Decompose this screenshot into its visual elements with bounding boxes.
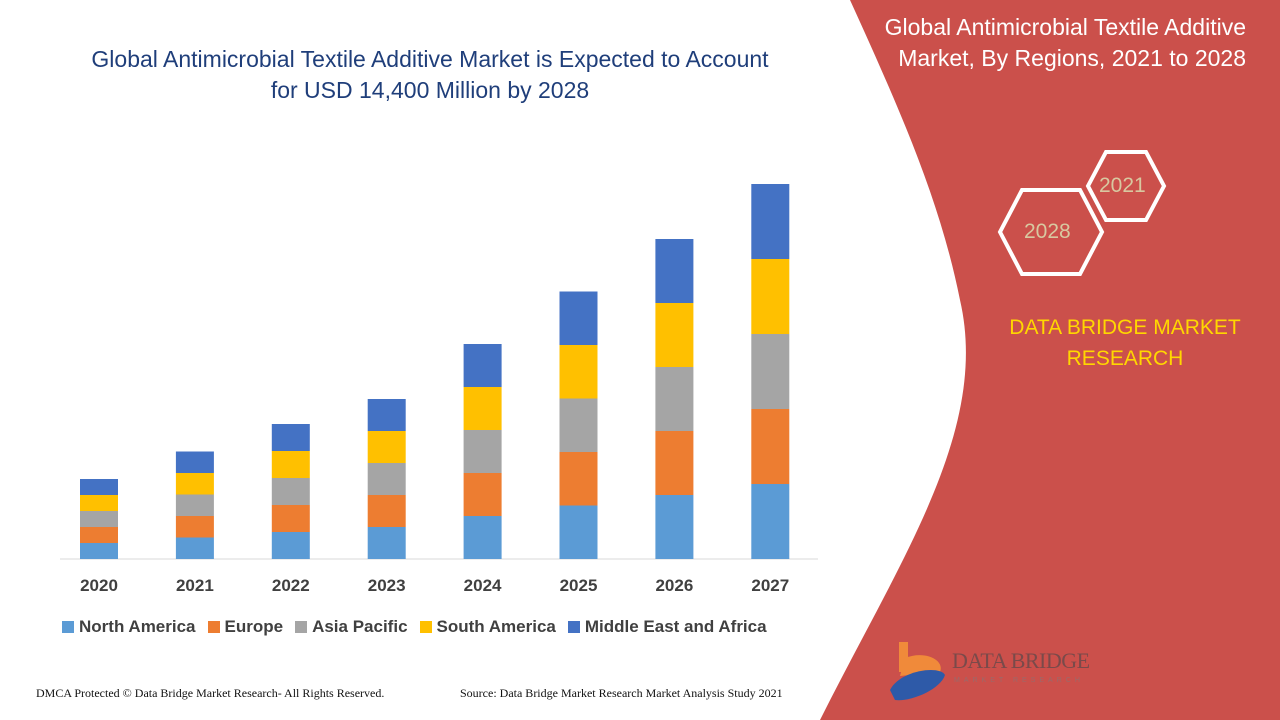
bar-segment-2020-1 — [80, 527, 118, 543]
bar-segment-2024-4 — [463, 344, 502, 387]
x-tick-label: 2025 — [559, 576, 598, 595]
legend-item: Middle East and Africa — [567, 617, 767, 637]
legend-item: Asia Pacific — [295, 617, 408, 637]
bar-segment-2024-1 — [463, 473, 502, 516]
x-tick-label: 2024 — [463, 576, 502, 595]
logo-subtext: MARKET RESEARCH — [954, 677, 1084, 684]
bar-segment-2026-3 — [655, 303, 694, 367]
legend-swatch — [62, 621, 74, 633]
brand-name: DATA BRIDGE MARKET RESEARCH — [1009, 316, 1241, 370]
bar-segment-2024-2 — [463, 430, 502, 473]
bar-segment-2021-1 — [175, 516, 214, 538]
bar-segment-2026-0 — [655, 495, 694, 559]
bar-segment-2027-0 — [751, 484, 790, 559]
legend-swatch — [567, 621, 580, 633]
bar-segment-2022-0 — [271, 532, 310, 559]
legend-label: South America — [436, 617, 556, 636]
x-tick-label: 2021 — [175, 576, 214, 595]
bar-segment-2020-3 — [80, 495, 118, 511]
hexagon-2021 — [1085, 150, 1167, 222]
x-tick-label: 2020 — [80, 576, 118, 595]
legend-label: Middle East and Africa — [584, 617, 767, 636]
hex-label-2021: 2021 — [1099, 174, 1146, 197]
bar-segment-2020-2 — [80, 511, 118, 527]
logo-icon — [890, 642, 945, 701]
bar-segment-2021-3 — [175, 473, 214, 495]
bar-segment-2022-4 — [271, 424, 310, 451]
bar-segment-2024-0 — [463, 516, 502, 559]
legend: North America Europe Asia Pacific South … — [62, 617, 767, 637]
bar-segment-2022-3 — [271, 451, 310, 478]
bar-segment-2022-1 — [271, 505, 310, 532]
hex-label-2028: 2028 — [1024, 220, 1071, 243]
bar-segment-2022-2 — [271, 478, 310, 505]
x-tick-label: 2027 — [751, 576, 790, 595]
bar-segment-2026-2 — [655, 367, 694, 431]
bar-segment-2021-0 — [175, 537, 214, 559]
bar-segment-2021-2 — [175, 494, 214, 516]
legend-label: Europe — [224, 617, 284, 636]
legend-item: North America — [62, 617, 196, 637]
bar-segment-2026-1 — [655, 431, 694, 495]
legend-swatch — [207, 621, 220, 633]
bar-segment-2020-4 — [80, 479, 118, 495]
bar-segment-2025-2 — [559, 398, 598, 452]
legend-label: North America — [79, 617, 196, 636]
bar-segment-2023-0 — [367, 527, 406, 559]
legend-label: Asia Pacific — [312, 617, 408, 636]
bar-segment-2024-3 — [463, 387, 502, 430]
x-tick-label: 2026 — [655, 576, 694, 595]
logo-text: DATA BRIDGE — [952, 648, 1090, 673]
legend-swatch — [419, 621, 432, 633]
bar-segment-2027-4 — [751, 184, 790, 259]
bar-segment-2025-4 — [559, 291, 598, 345]
side-panel-title: Global Antimicrobial Textile Additive Ma… — [884, 14, 1246, 71]
side-panel — [820, 0, 1280, 720]
bar-segment-2021-4 — [175, 451, 214, 473]
legend-item: Europe — [207, 617, 284, 637]
chart-title: Global Antimicrobial Textile Additive Ma… — [91, 46, 769, 103]
footer-source: Source: Data Bridge Market Research Mark… — [460, 686, 783, 700]
footer-copyright: DMCA Protected © Data Bridge Market Rese… — [36, 686, 385, 700]
bar-segment-2027-3 — [751, 259, 790, 334]
bars-group — [80, 184, 790, 559]
bar-segment-2023-4 — [367, 399, 406, 431]
bar-segment-2025-0 — [559, 505, 598, 559]
x-tick-label: 2022 — [271, 576, 310, 595]
bar-segment-2025-1 — [559, 452, 598, 506]
bar-segment-2023-3 — [367, 431, 406, 463]
bar-segment-2027-1 — [751, 409, 790, 484]
legend-item: South America — [419, 617, 556, 637]
bar-segment-2020-0 — [80, 543, 118, 559]
x-tick-label: 2023 — [367, 576, 406, 595]
legend-swatch — [295, 621, 308, 633]
bar-segment-2023-2 — [367, 463, 406, 495]
bar-segment-2027-2 — [751, 334, 790, 409]
bar-segment-2023-1 — [367, 495, 406, 527]
bar-segment-2025-3 — [559, 345, 598, 399]
bar-segment-2026-4 — [655, 239, 694, 303]
hexagon-2028 — [997, 188, 1105, 276]
